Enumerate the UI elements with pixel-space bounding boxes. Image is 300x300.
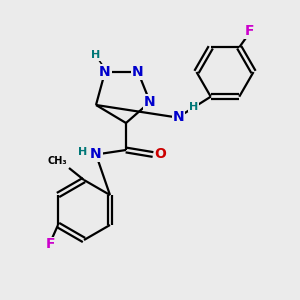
- Text: F: F: [245, 24, 254, 38]
- Text: N: N: [132, 65, 144, 79]
- Text: F: F: [46, 238, 55, 251]
- Text: N: N: [90, 148, 102, 161]
- Text: O: O: [154, 148, 166, 161]
- Text: N: N: [173, 110, 184, 124]
- Text: CH₃: CH₃: [48, 157, 68, 166]
- Text: H: H: [189, 101, 198, 112]
- Text: H: H: [78, 146, 87, 157]
- Text: N: N: [144, 95, 156, 109]
- Text: H: H: [92, 50, 100, 61]
- Text: N: N: [99, 65, 111, 79]
